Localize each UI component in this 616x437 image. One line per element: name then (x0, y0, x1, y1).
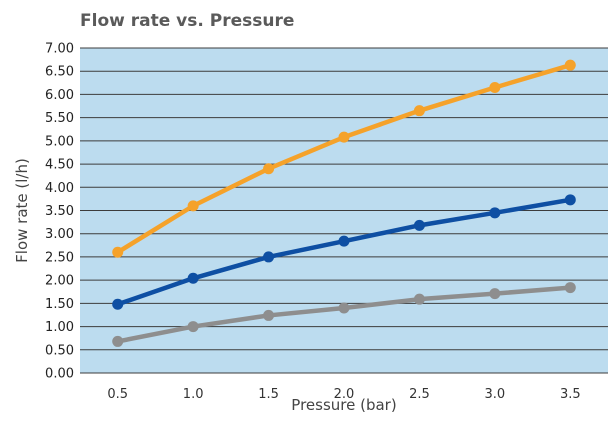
x-axis-label: Pressure (bar) (291, 396, 396, 414)
data-point (489, 207, 501, 219)
y-tick-label: 4.00 (45, 181, 74, 196)
data-point (489, 81, 501, 93)
x-tick-label: 1.5 (258, 387, 279, 402)
y-tick-label: 5.00 (45, 134, 74, 149)
x-tick-label: 1.0 (183, 387, 204, 402)
y-tick-label: 2.50 (45, 250, 74, 265)
data-point (564, 282, 576, 294)
data-point (187, 321, 199, 333)
y-tick-label: 0.50 (45, 343, 74, 358)
data-point (263, 309, 275, 321)
x-tick-label: 0.5 (107, 387, 128, 402)
data-point (338, 131, 350, 143)
y-tick-label: 1.50 (45, 297, 74, 312)
y-tick-label: 7.00 (45, 42, 74, 57)
y-tick-label: 0.00 (45, 367, 74, 382)
series (112, 282, 576, 347)
data-point (112, 335, 124, 347)
data-point (263, 251, 275, 263)
data-point (263, 163, 275, 175)
y-tick-label: 1.00 (45, 320, 74, 335)
series-layer (112, 59, 576, 347)
y-tick-label: 2.00 (45, 274, 74, 289)
y-tick-label: 6.50 (45, 65, 74, 80)
data-point (564, 59, 576, 71)
chart-title: Flow rate vs. Pressure (80, 11, 294, 31)
x-tick-label: 2.5 (409, 387, 430, 402)
series (112, 59, 576, 258)
x-tick-label: 3.0 (485, 387, 506, 402)
series (112, 194, 576, 310)
data-point (338, 235, 350, 247)
data-point (187, 272, 199, 284)
y-tick-label: 6.00 (45, 88, 74, 103)
data-point (564, 194, 576, 206)
data-point (489, 288, 501, 300)
y-axis-label: Flow rate (l/h) (13, 158, 31, 263)
y-tick-label: 5.50 (45, 111, 74, 126)
data-point (413, 293, 425, 305)
y-axis-ticks: 0.00 0.50 1.00 1.50 2.00 2.50 3.00 3.50 4.00 4.50… (45, 42, 74, 382)
y-tick-label: 3.00 (45, 227, 74, 242)
data-point (112, 298, 124, 310)
x-tick-label: 2.0 (334, 387, 355, 402)
data-point (413, 105, 425, 117)
x-tick-label: 3.5 (560, 387, 581, 402)
data-point (187, 200, 199, 212)
y-tick-label: 4.50 (45, 158, 74, 173)
data-point (112, 246, 124, 258)
y-tick-label: 3.50 (45, 204, 74, 219)
data-point (338, 302, 350, 314)
x-axis-ticks: 0.5 1.0 1.5 2.0 2.5 3.0 3.5 (107, 387, 580, 402)
data-point (413, 219, 425, 231)
